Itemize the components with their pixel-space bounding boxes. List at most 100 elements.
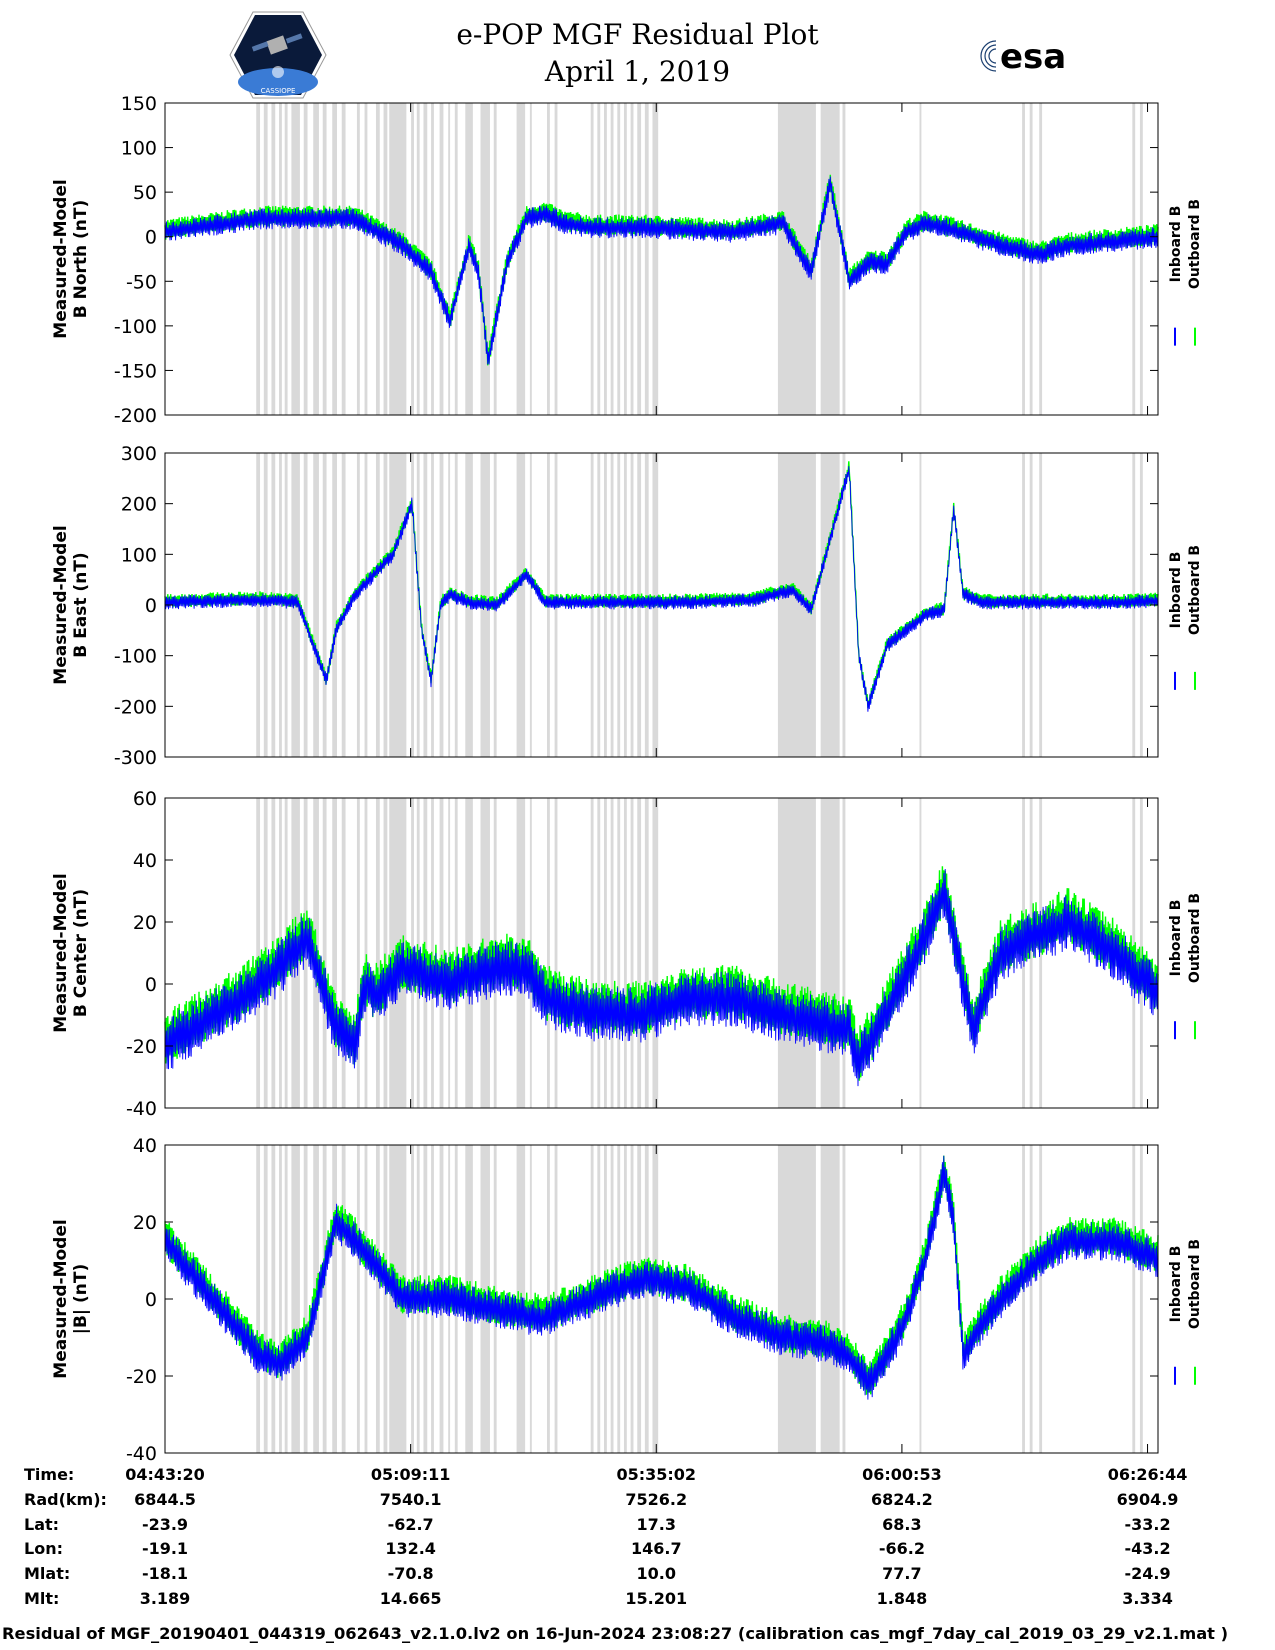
shaded-interval [919,1145,922,1453]
shaded-interval [411,453,414,757]
info-value: 1.848 [876,1589,928,1608]
shaded-interval [356,1145,360,1453]
y-tick-label: -40 [126,1443,157,1465]
shaded-interval [637,103,642,415]
shaded-interval [546,798,550,1108]
shaded-interval [554,1145,558,1453]
info-value: -43.2 [1124,1539,1171,1559]
y-tick-label: 150 [121,93,157,115]
shaded-interval [263,1145,268,1453]
shaded-interval [256,798,261,1108]
legend-outboard-label: Outboard B [1187,199,1203,289]
chart-title-line1: e-POP MGF Residual Plot [456,18,819,51]
shaded-interval [341,103,346,415]
shaded-interval [820,103,840,415]
y-axis-label: Measured-Model [51,1219,71,1378]
shaded-interval [516,453,526,757]
shaded-interval [1029,1145,1033,1453]
shaded-interval [820,798,840,1108]
axes-box [164,102,1159,416]
axes-box [164,797,1159,1109]
shaded-interval [644,1145,649,1453]
legend-outboard-label: Outboard B [1187,1239,1203,1329]
shaded-interval [279,103,282,415]
shaded-interval [1139,798,1143,1108]
info-value: -23.9 [141,1514,189,1534]
shaded-interval [644,798,649,1108]
y-axis-label: B Center (nT) [71,889,91,1017]
shaded-interval [341,1145,346,1453]
shaded-interval [332,103,337,415]
y-tick-label: -200 [114,405,157,427]
shaded-interval [1132,103,1136,415]
info-value: 06:26:44 [1107,1465,1188,1484]
shaded-interval [630,103,634,415]
info-value: 14.665 [379,1589,442,1608]
info-value: 132.4 [385,1539,436,1559]
shaded-interval [375,798,380,1108]
y-axis-label: |B| (nT) [71,1264,91,1335]
shaded-interval [604,798,607,1108]
shaded-interval [431,103,434,415]
shaded-interval [630,798,634,1108]
y-tick-label: 0 [145,227,157,249]
shaded-interval [341,453,346,757]
shaded-interval [431,798,434,1108]
shaded-interval [284,103,288,415]
shaded-interval [842,1145,846,1453]
info-value: 77.7 [882,1564,922,1584]
y-tick-label: 0 [145,974,157,996]
esa-logo-text: esa [1000,38,1066,74]
shaded-interval [480,103,490,415]
shaded-interval [493,103,497,415]
shaded-interval [356,103,360,415]
esa-logo: esa [980,38,1066,74]
shaded-interval [652,1145,659,1453]
shaded-interval [332,798,337,1108]
shaded-interval [554,103,558,415]
shaded-interval [637,1145,642,1453]
info-value: -24.9 [1124,1564,1171,1584]
shaded-interval [375,1145,380,1453]
shaded-interval [256,453,261,757]
shaded-interval [465,103,473,415]
info-value: -19.1 [141,1539,189,1559]
y-tick-label: 20 [133,1212,157,1234]
y-tick-label: 60 [133,788,157,810]
shaded-interval [820,1145,840,1453]
info-value: 3.334 [1122,1589,1173,1608]
shaded-interval [448,798,451,1108]
shaded-interval [516,103,526,415]
y-tick-label: 200 [121,494,157,516]
shaded-interval [1132,1145,1136,1453]
shaded-interval [1029,798,1033,1108]
shaded-interval [271,1145,276,1453]
shaded-interval [529,1145,532,1453]
y-tick-label: -50 [126,271,157,293]
info-value: 6904.9 [1116,1489,1179,1509]
shaded-interval [341,798,346,1108]
shaded-interval [423,453,428,757]
info-row: Lat: -23.9 -62.7 17.3 68.3 -33.2 [0,1515,1275,1539]
info-row: Lon: -19.1 132.4 146.7 -66.2 -43.2 [0,1539,1275,1563]
shaded-interval [597,798,601,1108]
y-tick-label: 50 [133,182,157,204]
info-row-label: Mlat: [24,1564,71,1584]
shaded-interval [610,798,614,1108]
shaded-interval [919,103,922,415]
shaded-interval [431,453,434,757]
info-row-label: Time: [24,1465,75,1484]
legend-outboard-label: Outboard B [1187,545,1203,635]
shaded-interval [1022,1145,1025,1453]
shaded-interval [313,103,319,415]
inboard-trace [164,466,1159,712]
shaded-interval [271,103,276,415]
shaded-interval [623,103,627,415]
cassiope-logo: CASSIOPE [229,11,327,99]
shaded-interval [652,798,659,1108]
shaded-interval [529,103,532,415]
y-tick-label: 20 [133,912,157,934]
shaded-interval [313,453,319,757]
info-row-label: Lon: [24,1539,63,1559]
